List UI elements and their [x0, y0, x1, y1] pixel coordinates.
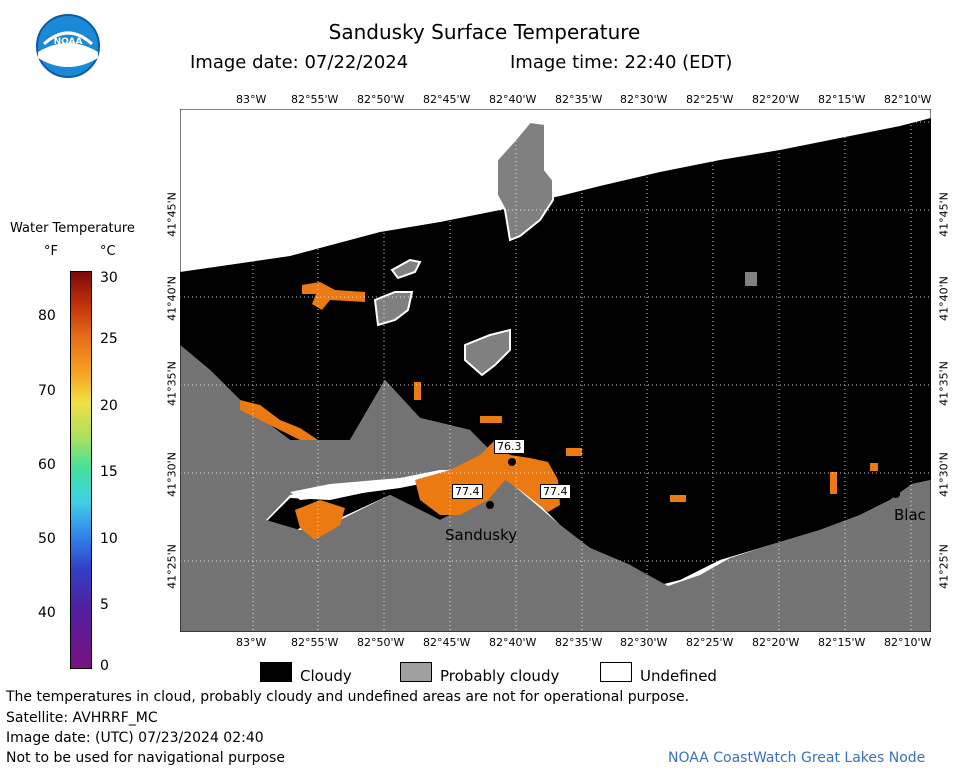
undefined-shore-gap [290, 470, 460, 500]
lon-label-bottom-8230w: 82°30'W [620, 636, 668, 649]
lon-label-bottom-8250w: 82°50'W [357, 636, 405, 649]
footer-disclaimer: The temperatures in cloud, probably clou… [6, 689, 690, 705]
lon-label-top-83w: 83°W [236, 93, 267, 106]
probably-cloudy-patch-3 [464, 328, 511, 377]
footer-satellite: Satellite: AVHRRF_MC [6, 710, 158, 726]
lon-label-top-8240w: 82°40'W [489, 93, 537, 106]
c-tick-30: 30 [100, 270, 118, 286]
lat-label-left-4145n: 41°45'N [165, 192, 179, 237]
warm-patch-small-1 [480, 416, 502, 423]
legend-swatch-undefined [600, 662, 632, 682]
warm-patch-small-6 [414, 382, 421, 400]
land-area [180, 345, 931, 632]
station-marker-3 [892, 490, 900, 498]
probably-cloudy-patch-4 [390, 258, 422, 280]
lat-label-right-4125n: 41°25'N [937, 544, 951, 589]
station-value-1: 76.3 [494, 439, 525, 454]
lat-label-left-4130n: 41°30'N [165, 452, 179, 497]
place-label-sandusky: Sandusky [445, 526, 518, 544]
legend-label-cloudy: Cloudy [300, 667, 352, 685]
colorbar-unit-c: °C [100, 244, 116, 259]
probably-cloudy-patch-5 [745, 272, 757, 286]
lat-label-left-4140n: 41°40'N [165, 276, 179, 321]
station-value-2: 77.4 [452, 484, 483, 499]
lon-label-top-8220w: 82°20'W [752, 93, 800, 106]
warm-patch-small-3 [830, 472, 837, 494]
lat-label-right-4140n: 41°40'N [937, 276, 951, 321]
page-title: Sandusky Surface Temperature [328, 20, 641, 44]
lon-label-bottom-8240w: 82°40'W [489, 636, 537, 649]
sst-map [180, 109, 931, 632]
lon-label-bottom-8255w: 82°55'W [291, 636, 339, 649]
lon-label-bottom-83w: 83°W [236, 636, 267, 649]
legend-label-probably-cloudy: Probably cloudy [440, 667, 560, 685]
c-tick-10: 10 [100, 531, 118, 547]
warm-patch-small-2 [670, 495, 686, 502]
lon-label-top-8215w: 82°15'W [818, 93, 866, 106]
warm-patch-south [295, 500, 345, 540]
lon-label-bottom-8235w: 82°35'W [555, 636, 603, 649]
colorbar [70, 271, 92, 669]
f-tick-70: 70 [38, 383, 56, 399]
lon-label-top-8225w: 82°25'W [686, 93, 734, 106]
lon-label-top-8235w: 82°35'W [555, 93, 603, 106]
station-marker-2 [508, 458, 516, 466]
lat-label-right-4135n: 41°35'N [937, 361, 951, 406]
lon-label-bottom-8220w: 82°20'W [752, 636, 800, 649]
legend-swatch-probably-cloudy [400, 662, 432, 682]
c-tick-20: 20 [100, 398, 118, 414]
station-value-3: 77.4 [540, 484, 571, 499]
c-tick-0: 0 [100, 658, 109, 674]
warm-patch-small-5 [566, 448, 582, 456]
probably-cloudy-patch-2 [373, 291, 414, 327]
cloudy-area [180, 118, 931, 585]
legend-label-undefined: Undefined [640, 667, 717, 685]
noaa-logo: NOAA [36, 14, 100, 78]
legend-swatch-cloudy [260, 662, 292, 682]
image-date: Image date: 07/22/2024 [190, 52, 409, 73]
f-tick-50: 50 [38, 531, 56, 547]
lat-label-left-4135n: 41°35'N [165, 361, 179, 406]
lon-label-top-8250w: 82°50'W [357, 93, 405, 106]
lat-label-right-4130n: 41°30'N [937, 452, 951, 497]
lon-label-bottom-8245w: 82°45'W [423, 636, 471, 649]
warm-patch-sandusky-bay [415, 440, 560, 515]
c-tick-5: 5 [100, 597, 109, 613]
station-marker-1 [486, 501, 494, 509]
lat-label-right-4145n: 41°45'N [937, 192, 951, 237]
image-time: Image time: 22:40 (EDT) [510, 52, 733, 73]
footer-navigation: Not to be used for navigational purpose [6, 750, 285, 766]
lon-label-top-8210w: 82°10'W [884, 93, 932, 106]
lat-label-left-4125n: 41°25'N [165, 544, 179, 589]
footer-credit: NOAA CoastWatch Great Lakes Node [668, 750, 926, 766]
f-tick-60: 60 [38, 457, 56, 473]
c-tick-25: 25 [100, 331, 118, 347]
f-tick-80: 80 [38, 308, 56, 324]
lon-label-top-8230w: 82°30'W [620, 93, 668, 106]
place-label-blac: Blac [894, 506, 926, 524]
lon-label-top-8245w: 82°45'W [423, 93, 471, 106]
lon-label-bottom-8225w: 82°25'W [686, 636, 734, 649]
lon-label-bottom-8215w: 82°15'W [818, 636, 866, 649]
noaa-logo-text: NOAA [54, 37, 83, 47]
c-tick-15: 15 [100, 464, 118, 480]
lon-label-top-8255w: 82°55'W [291, 93, 339, 106]
colorbar-unit-f: °F [44, 244, 58, 259]
f-tick-40: 40 [38, 605, 56, 621]
warm-patch-west [240, 400, 318, 440]
footer-utc-date: Image date: (UTC) 07/23/2024 02:40 [6, 730, 264, 746]
warm-patch-small-4 [870, 463, 878, 471]
lon-label-bottom-8210w: 82°10'W [884, 636, 932, 649]
probably-cloudy-patch-1 [496, 120, 554, 242]
colorbar-title: Water Temperature [10, 221, 135, 236]
